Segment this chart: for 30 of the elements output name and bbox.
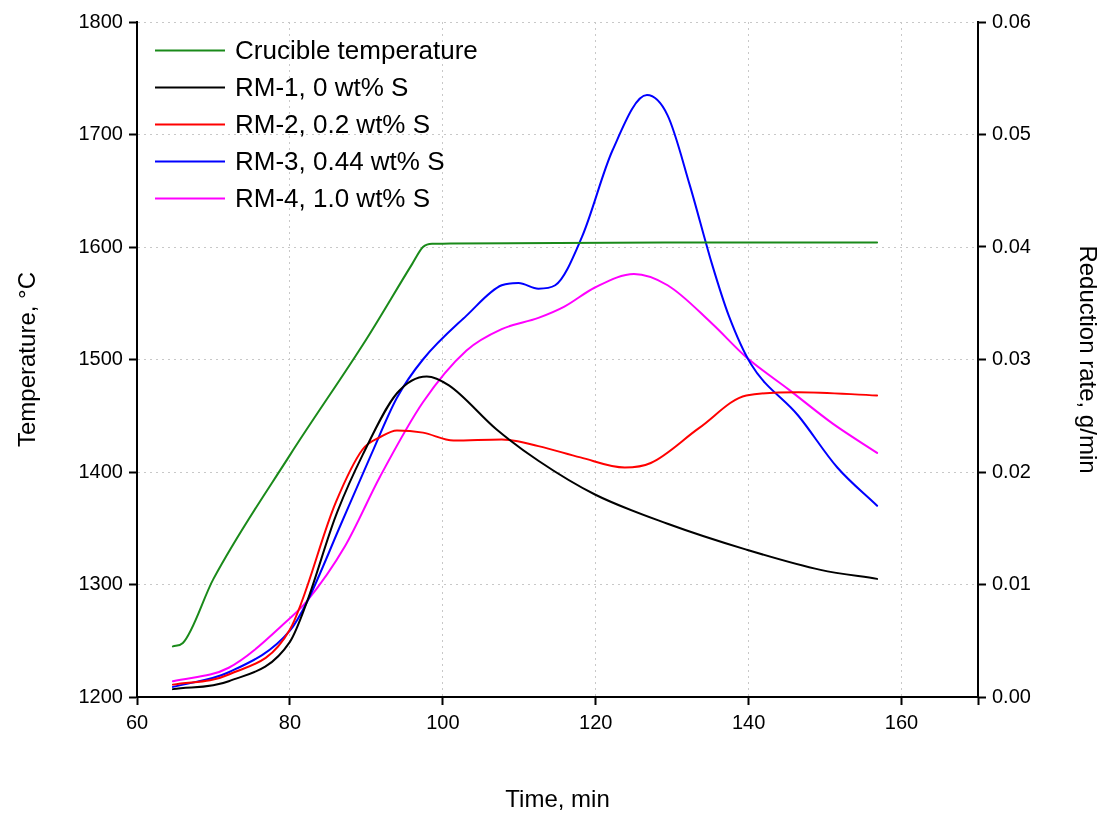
y2-tick-label: 0.01: [992, 572, 1031, 595]
x-tick-label: 160: [884, 710, 919, 733]
x-tick-label: 140: [731, 710, 766, 733]
y-tick-label: 1400: [78, 459, 123, 482]
y-tick-label: 1500: [78, 347, 123, 370]
y2-tick-label: 0.03: [992, 347, 1031, 370]
y2-tick-label: 0.00: [992, 684, 1031, 707]
y-tick-label: 1700: [78, 122, 123, 145]
x-tick-label: 120: [579, 710, 613, 733]
x-tick-label: 100: [426, 710, 460, 733]
y2-axis-title: Reduction rate, g/min: [1074, 245, 1102, 474]
x-tick-label: 60: [125, 710, 149, 733]
y2-tick-label: 0.06: [992, 9, 1031, 32]
legend-label: RM-2, 0.2 wt% S: [235, 108, 431, 139]
legend-label: RM-1, 0 wt% S: [235, 71, 409, 102]
y2-tick-label: 0.05: [992, 122, 1031, 145]
line-series: [171, 273, 879, 683]
y2-tick-label: 0.04: [992, 234, 1031, 257]
y-tick-label: 1200: [78, 684, 123, 707]
y-tick-label: 1300: [78, 572, 123, 595]
line-series: [171, 241, 879, 648]
y-tick-label: 1600: [78, 234, 123, 257]
y-tick-label: 1800: [78, 9, 123, 32]
y2-tick-label: 0.02: [992, 459, 1031, 482]
legend-label: RM-3, 0.44 wt% S: [235, 145, 445, 176]
x-tick-label: 80: [278, 710, 302, 733]
x-axis-title: Time, min: [505, 785, 610, 813]
legend-label: Crucible temperature: [235, 34, 478, 65]
legend-label: RM-4, 1.0 wt% S: [235, 182, 431, 213]
y-axis-title: Temperature, °C: [13, 272, 41, 447]
